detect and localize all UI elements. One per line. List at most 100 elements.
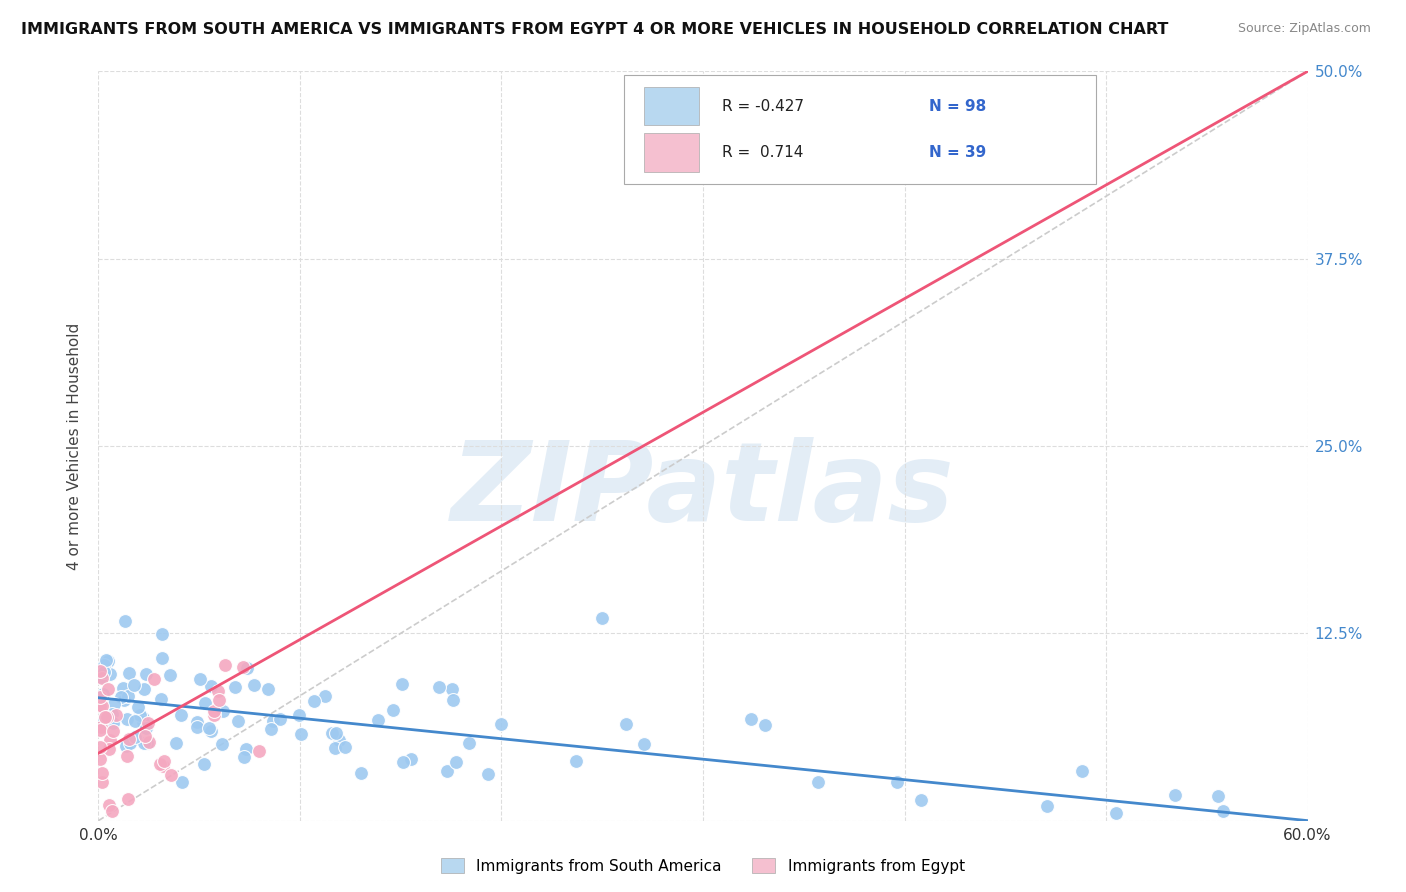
Point xyxy=(200,680,222,694)
Point xyxy=(233,750,256,764)
Point xyxy=(150,651,173,665)
Point xyxy=(350,766,373,780)
Point xyxy=(436,764,458,779)
Point xyxy=(127,700,149,714)
Bar xyxy=(644,87,699,126)
FancyBboxPatch shape xyxy=(624,75,1097,184)
Point xyxy=(565,754,588,768)
Point xyxy=(104,707,127,722)
Point xyxy=(115,712,138,726)
Point xyxy=(236,661,259,675)
Point xyxy=(1164,788,1187,802)
Point xyxy=(477,767,499,781)
Point xyxy=(90,670,112,684)
Bar xyxy=(644,134,699,172)
Point xyxy=(807,775,830,789)
Text: R = -0.427: R = -0.427 xyxy=(723,99,804,113)
Point xyxy=(886,775,908,789)
Point xyxy=(90,720,112,734)
Point xyxy=(200,724,222,739)
Point xyxy=(94,710,117,724)
Point xyxy=(247,744,270,758)
Point xyxy=(243,678,266,692)
Point xyxy=(269,712,291,726)
Point xyxy=(89,698,111,713)
Point xyxy=(651,146,673,161)
Point xyxy=(257,682,280,697)
Point xyxy=(97,681,120,696)
Text: Source: ZipAtlas.com: Source: ZipAtlas.com xyxy=(1237,22,1371,36)
Point xyxy=(194,696,217,710)
Point xyxy=(93,665,115,679)
Point xyxy=(136,715,159,730)
Point xyxy=(489,717,512,731)
Point xyxy=(211,737,233,751)
Point xyxy=(89,690,111,705)
Point xyxy=(117,731,139,746)
Point xyxy=(170,708,193,723)
Point xyxy=(135,721,157,735)
Point xyxy=(120,736,142,750)
Point xyxy=(441,681,464,696)
Point xyxy=(614,717,637,731)
Point xyxy=(117,689,139,703)
Point xyxy=(117,792,139,806)
Point xyxy=(202,704,225,718)
Legend: Immigrants from South America, Immigrants from Egypt: Immigrants from South America, Immigrant… xyxy=(436,852,970,880)
Point xyxy=(143,672,166,686)
Point xyxy=(391,755,413,769)
Point xyxy=(224,680,246,694)
Point xyxy=(444,755,467,769)
Point xyxy=(302,693,325,707)
Point xyxy=(165,736,187,750)
Point xyxy=(101,805,124,819)
Point xyxy=(260,722,283,736)
Point xyxy=(138,735,160,749)
Point xyxy=(290,727,312,741)
Point xyxy=(91,774,114,789)
Point xyxy=(135,666,157,681)
Point xyxy=(208,693,231,707)
Point xyxy=(111,681,134,696)
Point xyxy=(188,673,211,687)
Point xyxy=(128,708,150,723)
Text: ZIPatlas: ZIPatlas xyxy=(451,437,955,544)
Point xyxy=(325,726,347,740)
Point xyxy=(160,767,183,781)
Point xyxy=(97,742,120,756)
Point xyxy=(235,742,257,756)
Point xyxy=(153,754,176,768)
Point xyxy=(100,713,122,727)
Point xyxy=(1105,806,1128,821)
Point xyxy=(399,752,422,766)
Point xyxy=(391,676,413,690)
Text: IMMIGRANTS FROM SOUTH AMERICA VS IMMIGRANTS FROM EGYPT 4 OR MORE VEHICLES IN HOU: IMMIGRANTS FROM SOUTH AMERICA VS IMMIGRA… xyxy=(21,22,1168,37)
Point xyxy=(149,757,172,772)
Point xyxy=(89,665,111,679)
Point xyxy=(124,714,146,729)
Point xyxy=(591,611,613,625)
Point xyxy=(134,681,156,696)
Point xyxy=(117,665,139,680)
Point xyxy=(367,714,389,728)
Point xyxy=(232,659,254,673)
Point xyxy=(323,740,346,755)
Point xyxy=(314,689,336,703)
Point xyxy=(150,626,173,640)
Point xyxy=(207,684,229,698)
Point xyxy=(152,759,174,773)
Point xyxy=(89,723,111,737)
Point xyxy=(89,752,111,766)
Point xyxy=(1206,789,1229,804)
Point xyxy=(159,668,181,682)
Text: N = 98: N = 98 xyxy=(929,99,987,113)
Point xyxy=(98,666,121,681)
Point xyxy=(321,726,343,740)
Point xyxy=(198,721,221,735)
Point xyxy=(193,757,215,772)
Point xyxy=(98,733,121,747)
Point xyxy=(186,720,208,734)
Point xyxy=(115,748,138,763)
Text: N = 39: N = 39 xyxy=(929,145,987,161)
Point xyxy=(115,739,138,753)
